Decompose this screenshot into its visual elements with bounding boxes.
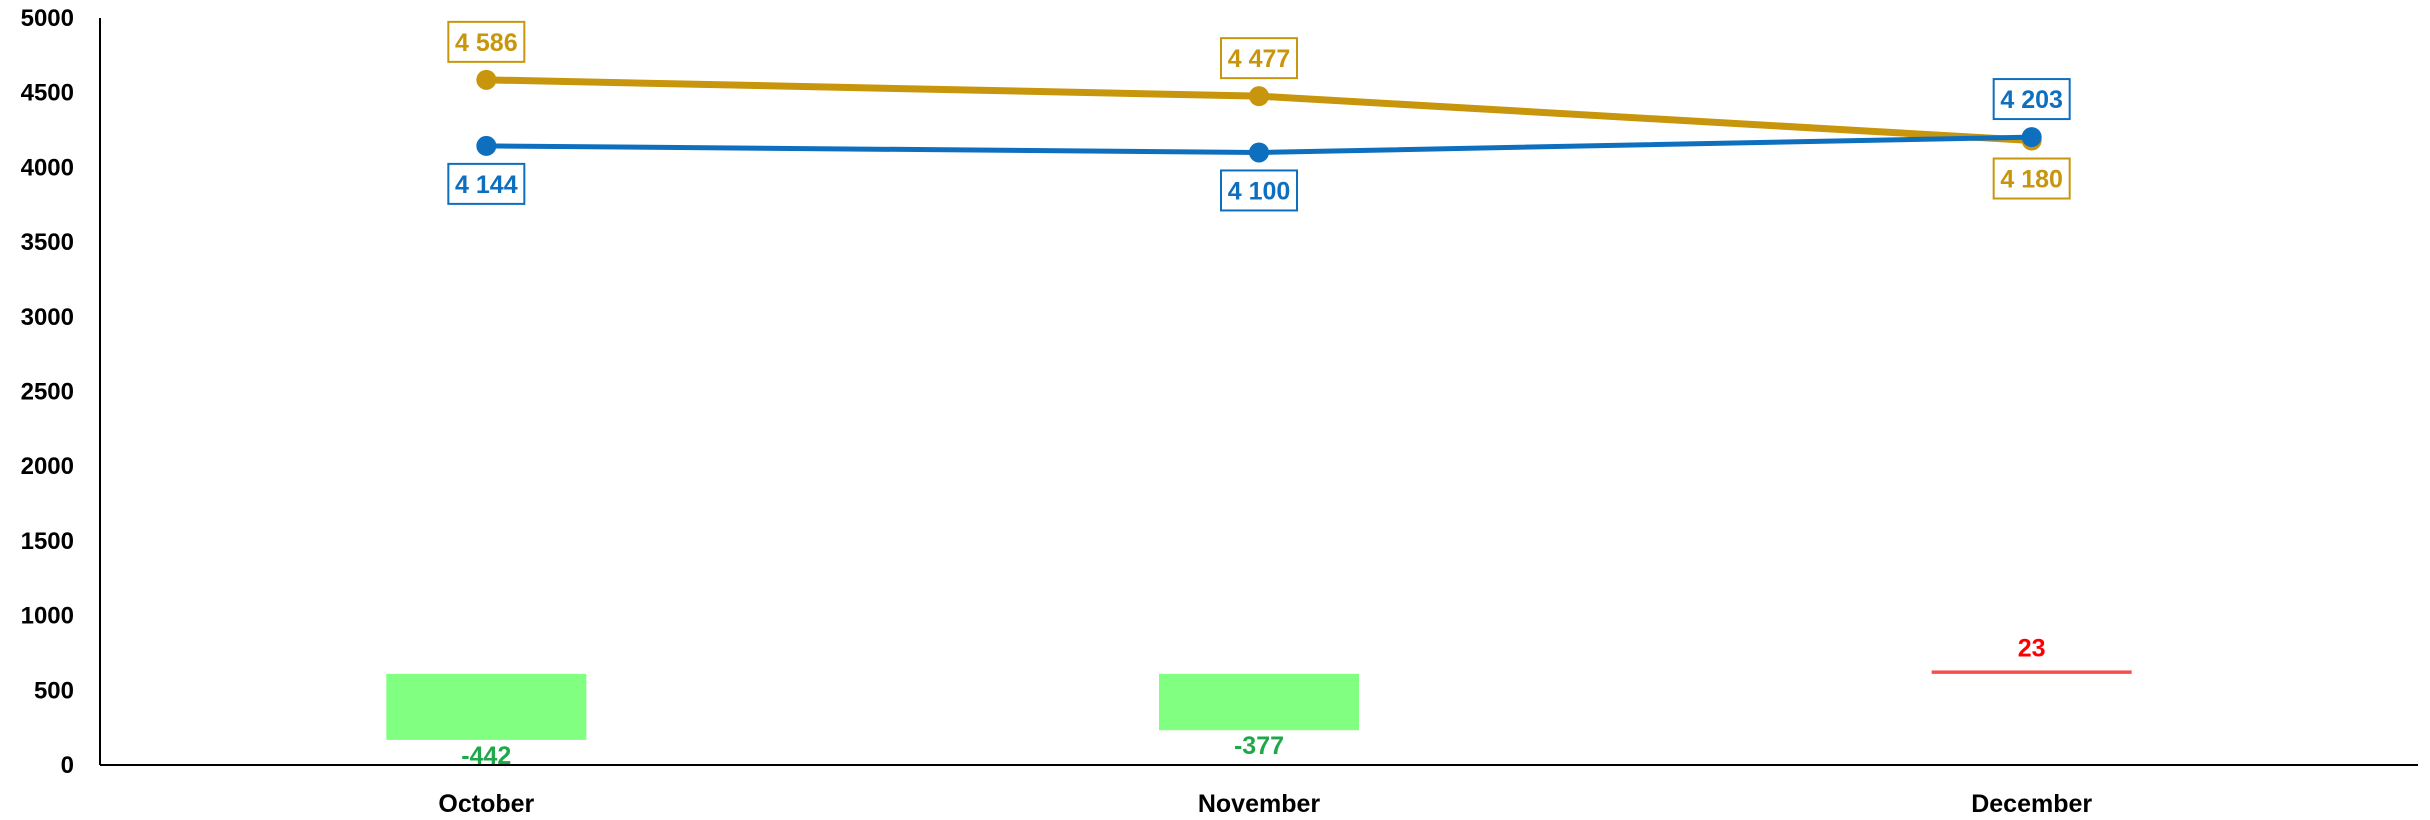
series-point xyxy=(476,69,497,90)
y-tick-label: 500 xyxy=(34,677,74,704)
difference-bar xyxy=(1159,673,1359,731)
data-label: 4 100 xyxy=(1228,177,1291,205)
series-point xyxy=(476,135,497,156)
x-category-label: November xyxy=(1198,790,1321,818)
difference-label: 23 xyxy=(2018,634,2046,662)
data-label: 4 586 xyxy=(455,29,518,57)
y-tick-label: 1000 xyxy=(21,603,74,630)
series-layer xyxy=(476,69,2042,163)
difference-bars: -442 -377 23 xyxy=(386,634,2132,770)
y-tick-label: 3000 xyxy=(21,304,74,331)
data-label-box xyxy=(1220,169,1298,212)
difference-bar xyxy=(386,673,587,740)
y-tick-label: 4000 xyxy=(21,154,74,181)
y-tick-label: 2500 xyxy=(21,379,74,406)
series-point xyxy=(1249,86,1269,107)
series-point xyxy=(2021,127,2042,148)
y-axis-ticks: 0 500 1000 1500 2000 2500 3000 3500 4000 4500 5000 xyxy=(21,5,74,779)
difference-bar xyxy=(1931,670,2132,674)
y-tick-label: 2000 xyxy=(21,453,74,480)
data-label-box xyxy=(447,20,526,63)
y-tick-label: 3500 xyxy=(21,229,74,256)
x-axis-categories: October November December xyxy=(438,790,2092,818)
y-tick-label: 5000 xyxy=(21,5,74,32)
series-point xyxy=(1249,142,1269,163)
data-label-box xyxy=(1992,78,2071,121)
difference-label: -442 xyxy=(461,742,511,770)
data-label: 4 203 xyxy=(2000,86,2063,114)
data-label-box xyxy=(1220,37,1298,80)
x-category-label: December xyxy=(1971,790,2092,818)
data-label: 4 477 xyxy=(1228,45,1291,73)
data-label-box xyxy=(1992,157,2071,200)
y-tick-label: 0 xyxy=(61,752,74,779)
data-label: 4 144 xyxy=(455,171,518,199)
data-label: 4 180 xyxy=(2000,166,2063,194)
y-tick-label: 4500 xyxy=(21,80,74,107)
data-label-box xyxy=(447,162,526,205)
difference-label: -377 xyxy=(1234,732,1284,760)
x-category-label: October xyxy=(438,790,534,818)
data-labels-layer: 4 586 4 477 4 180 4 144 4 100 4 203 xyxy=(447,20,2071,212)
y-tick-label: 1500 xyxy=(21,528,74,555)
